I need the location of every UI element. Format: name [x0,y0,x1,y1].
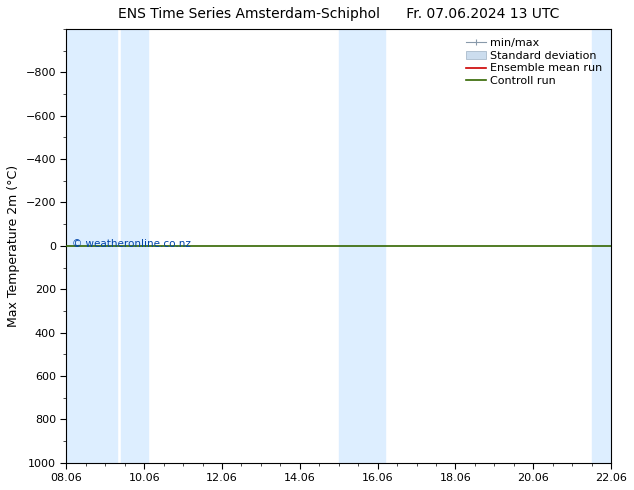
Bar [67,29,117,463]
Title: ENS Time Series Amsterdam-Schiphol      Fr. 07.06.2024 13 UTC: ENS Time Series Amsterdam-Schiphol Fr. 0… [118,7,559,21]
Bar [592,29,631,463]
Y-axis label: Max Temperature 2m (°C): Max Temperature 2m (°C) [7,165,20,327]
Bar [121,29,148,463]
Text: © weatheronline.co.nz: © weatheronline.co.nz [72,239,191,249]
Bar [339,29,385,463]
Legend: min/max, Standard deviation, Ensemble mean run, Controll run: min/max, Standard deviation, Ensemble me… [462,35,605,90]
